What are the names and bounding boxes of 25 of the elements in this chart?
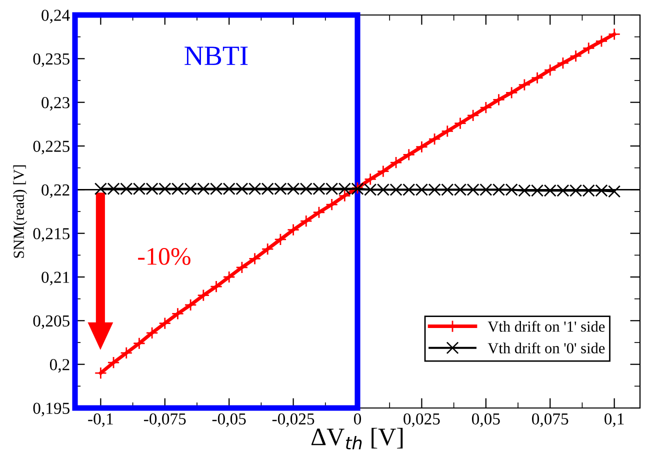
x-tick-label: -0,1 (88, 413, 113, 427)
y-tick-label: 0,195 (33, 402, 70, 416)
y-tick-label: 0,22 (42, 184, 70, 198)
legend-label: Vth drift on '1' side (488, 320, 605, 332)
y-axis-title: SNM(read) [V] (13, 165, 28, 258)
y-tick-label: 0,2 (50, 359, 70, 373)
x-tick-label: -0,075 (144, 413, 186, 427)
y-tick-label: 0,225 (33, 140, 70, 154)
y-tick-label: 0,205 (33, 315, 70, 330)
x-tick-label: 0,025 (404, 413, 440, 427)
annotation: -10% (138, 248, 190, 265)
x-tick-label: 0,05 (472, 413, 500, 427)
x-tick-label: 0,1 (604, 413, 624, 427)
x-axis-title: ΔV$_{th}$ [V] (311, 428, 403, 450)
y-tick-label: 0,23 (42, 97, 70, 111)
x-tick-label: 0,075 (532, 413, 568, 427)
x-tick-label: 0 (354, 413, 362, 425)
y-tick-label: 0,235 (33, 53, 70, 68)
y-tick-label: 0,24 (42, 10, 70, 24)
annotation: NBTI (184, 46, 248, 65)
y-tick-label: 0,215 (33, 228, 70, 242)
x-tick-label: -0,05 (212, 413, 246, 427)
x-tick-label: -0,025 (272, 413, 314, 427)
legend-label: Vth drift on '0' side (488, 342, 605, 354)
y-tick-label: 0,21 (42, 272, 70, 286)
